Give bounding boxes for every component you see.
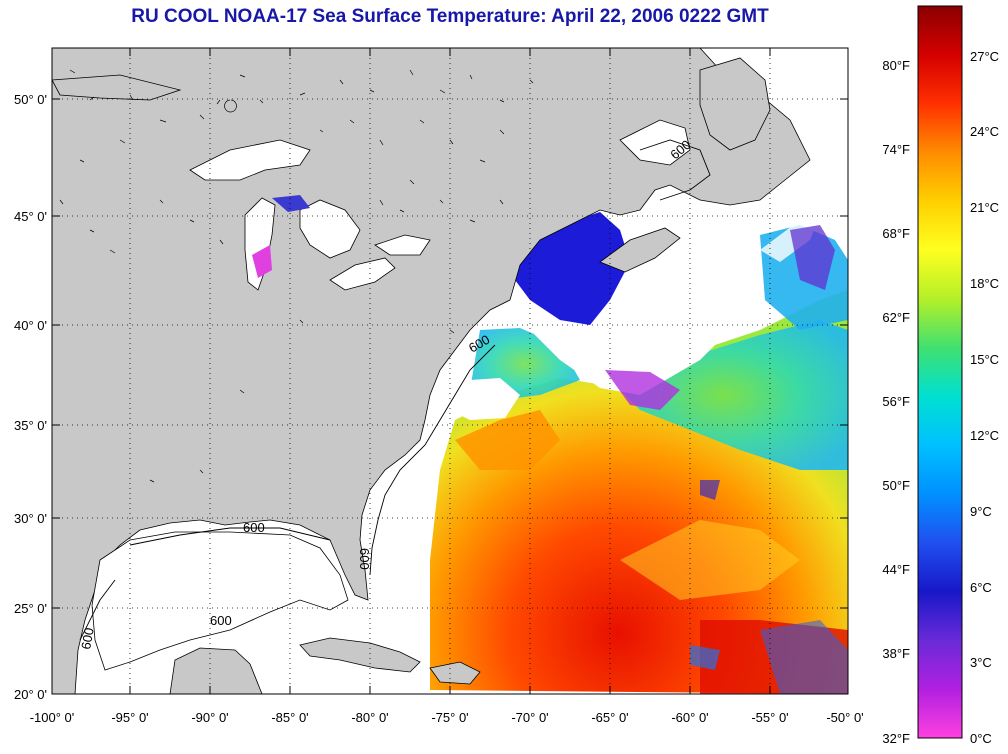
lake-cold-patch xyxy=(252,245,272,278)
lake-cold-patch xyxy=(272,195,310,212)
land xyxy=(52,48,811,694)
lon-label: -70° 0' xyxy=(511,710,548,725)
lon-label: -50° 0' xyxy=(826,710,863,725)
fahrenheit-label: 38°F xyxy=(882,646,910,661)
fahrenheit-scale: 80°F 74°F 68°F 62°F 56°F 50°F 44°F 38°F … xyxy=(882,58,910,746)
sst-field xyxy=(430,95,848,694)
celsius-label: 0°C xyxy=(970,731,992,746)
celsius-label: 21°C xyxy=(970,200,999,215)
fahrenheit-label: 62°F xyxy=(882,310,910,325)
small-lakes xyxy=(59,69,534,483)
frame-ticks xyxy=(52,48,848,694)
color-bar: 80°F 74°F 68°F 62°F 56°F 50°F 44°F 38°F … xyxy=(882,5,999,746)
svg-text:600: 600 xyxy=(357,548,372,570)
svg-text:600: 600 xyxy=(78,627,97,651)
svg-text:600: 600 xyxy=(243,520,265,535)
svg-text:600: 600 xyxy=(210,613,232,628)
celsius-scale: 27°C 24°C 21°C 18°C 15°C 12°C 9°C 6°C 3°… xyxy=(970,49,999,746)
fahrenheit-label: 80°F xyxy=(882,58,910,73)
celsius-label: 18°C xyxy=(970,276,999,291)
fahrenheit-label: 56°F xyxy=(882,394,910,409)
celsius-label: 6°C xyxy=(970,580,992,595)
lon-label: -65° 0' xyxy=(591,710,628,725)
fahrenheit-label: 44°F xyxy=(882,562,910,577)
longitude-labels: -100° 0' -95° 0' -90° 0' -85° 0' -80° 0'… xyxy=(30,710,864,725)
fahrenheit-label: 32°F xyxy=(882,731,910,746)
color-bar-gradient xyxy=(917,5,963,739)
latitude-labels: 50° 0' 45° 0' 40° 0' 35° 0' 30° 0' 25° 0… xyxy=(14,92,47,702)
lon-label: -60° 0' xyxy=(671,710,708,725)
lon-label: -100° 0' xyxy=(30,710,75,725)
fahrenheit-label: 50°F xyxy=(882,478,910,493)
lon-label: -75° 0' xyxy=(431,710,468,725)
lat-label: 45° 0' xyxy=(14,209,47,224)
map-title: RU COOL NOAA-17 Sea Surface Temperature:… xyxy=(131,6,769,27)
lon-label: -55° 0' xyxy=(751,710,788,725)
lon-label: -85° 0' xyxy=(271,710,308,725)
celsius-label: 12°C xyxy=(970,428,999,443)
lat-label: 40° 0' xyxy=(14,318,47,333)
celsius-label: 15°C xyxy=(970,352,999,367)
lat-label: 20° 0' xyxy=(14,687,47,702)
lakes xyxy=(52,74,691,671)
celsius-label: 27°C xyxy=(970,49,999,64)
lon-label: -80° 0' xyxy=(351,710,388,725)
lat-label: 30° 0' xyxy=(14,511,47,526)
lon-label: -90° 0' xyxy=(191,710,228,725)
celsius-label: 9°C xyxy=(970,504,992,519)
lon-label: -95° 0' xyxy=(111,710,148,725)
isobath-lines xyxy=(79,139,711,641)
lat-label: 35° 0' xyxy=(14,418,47,433)
fahrenheit-label: 68°F xyxy=(882,226,910,241)
lat-label: 25° 0' xyxy=(14,601,47,616)
lat-label: 50° 0' xyxy=(14,92,47,107)
celsius-label: 24°C xyxy=(970,124,999,139)
fahrenheit-label: 74°F xyxy=(882,142,910,157)
celsius-label: 3°C xyxy=(970,655,992,670)
